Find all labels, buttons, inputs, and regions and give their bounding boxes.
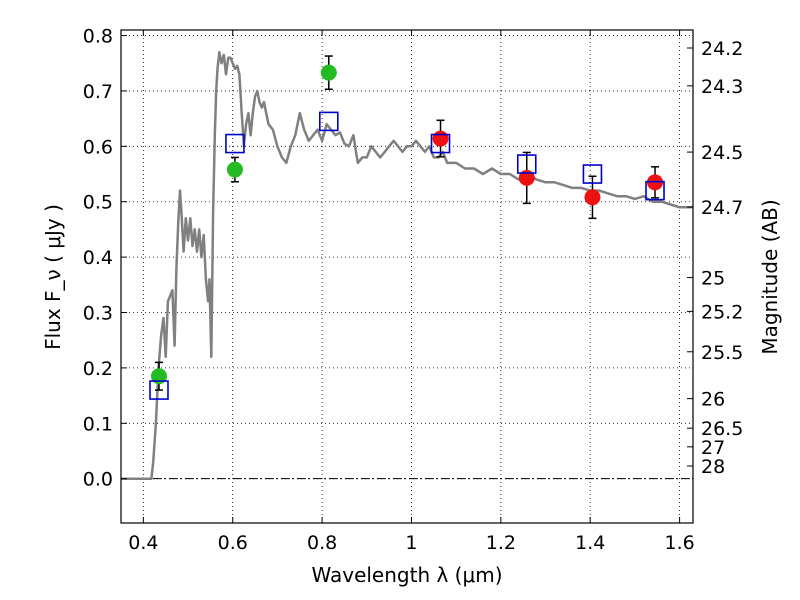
data-points-group	[149, 55, 665, 400]
model-photometry-square	[149, 380, 169, 400]
x-tick-label: 0.4	[128, 532, 158, 554]
right-tick-label: 24.2	[701, 38, 743, 60]
x-tick-label: 1.2	[486, 532, 516, 554]
right-axis-label: Magnitude (AB)	[758, 199, 782, 354]
x-tick-label: 0.6	[218, 532, 248, 554]
y-tick-label: 0.0	[83, 469, 113, 491]
right-tick-label: 25.2	[701, 301, 743, 323]
y-tick-label: 0.5	[83, 192, 113, 214]
x-ticks: 0.4 0.6 0.8 1 1.2 1.4 1.6	[128, 30, 695, 554]
y-tick-label: 0.2	[83, 358, 113, 380]
y-tick-label: 0.8	[83, 26, 113, 48]
data-point	[320, 64, 337, 81]
model-photometry-square	[516, 154, 537, 174]
right-tick-label: 25	[701, 268, 725, 290]
right-tick-label: 25.5	[701, 342, 743, 364]
x-axis-label: Wavelength λ (μm)	[311, 563, 502, 587]
data-point	[518, 169, 535, 186]
data-point	[226, 161, 243, 178]
model-photometry-square	[430, 133, 451, 154]
x-tick-label: 1.6	[664, 532, 694, 554]
right-tick-label: 24.3	[701, 76, 743, 98]
data-point	[432, 130, 449, 147]
right-tick-label: 26	[701, 389, 725, 411]
y-axis-label: Flux F_ν ( μJy )	[41, 204, 65, 350]
y-tick-label: 0.1	[83, 413, 113, 435]
model-spectrum-line	[121, 50, 693, 480]
right-tick-label: 24.7	[701, 197, 743, 219]
y-tick-label: 0.3	[83, 303, 113, 325]
y-tick-label: 0.6	[83, 136, 113, 158]
right-tick-label: 26.5	[701, 418, 743, 440]
data-point	[584, 189, 601, 206]
right-tick-label: 24.5	[701, 142, 743, 164]
model-photometry-square	[645, 180, 665, 201]
model-photometry-square	[318, 111, 339, 132]
x-tick-label: 0.8	[307, 532, 337, 554]
right-tick-label: 27	[701, 437, 725, 459]
right-tick-label: 28	[701, 456, 725, 478]
y-tick-label: 0.4	[83, 247, 113, 269]
plot-frame	[120, 29, 694, 524]
data-point	[150, 368, 167, 385]
x-tick-label: 1.4	[575, 532, 605, 554]
model-photometry-square	[582, 164, 603, 184]
model-photometry-square	[225, 133, 245, 154]
y-tick-label: 0.7	[83, 81, 113, 103]
model-spectrum-group	[121, 50, 693, 480]
x-tick-label: 1	[405, 532, 417, 554]
y-ticks: 0.0 0.1 0.2 0.3 0.4 0.5 0.6 0.7 0.8	[83, 26, 127, 491]
